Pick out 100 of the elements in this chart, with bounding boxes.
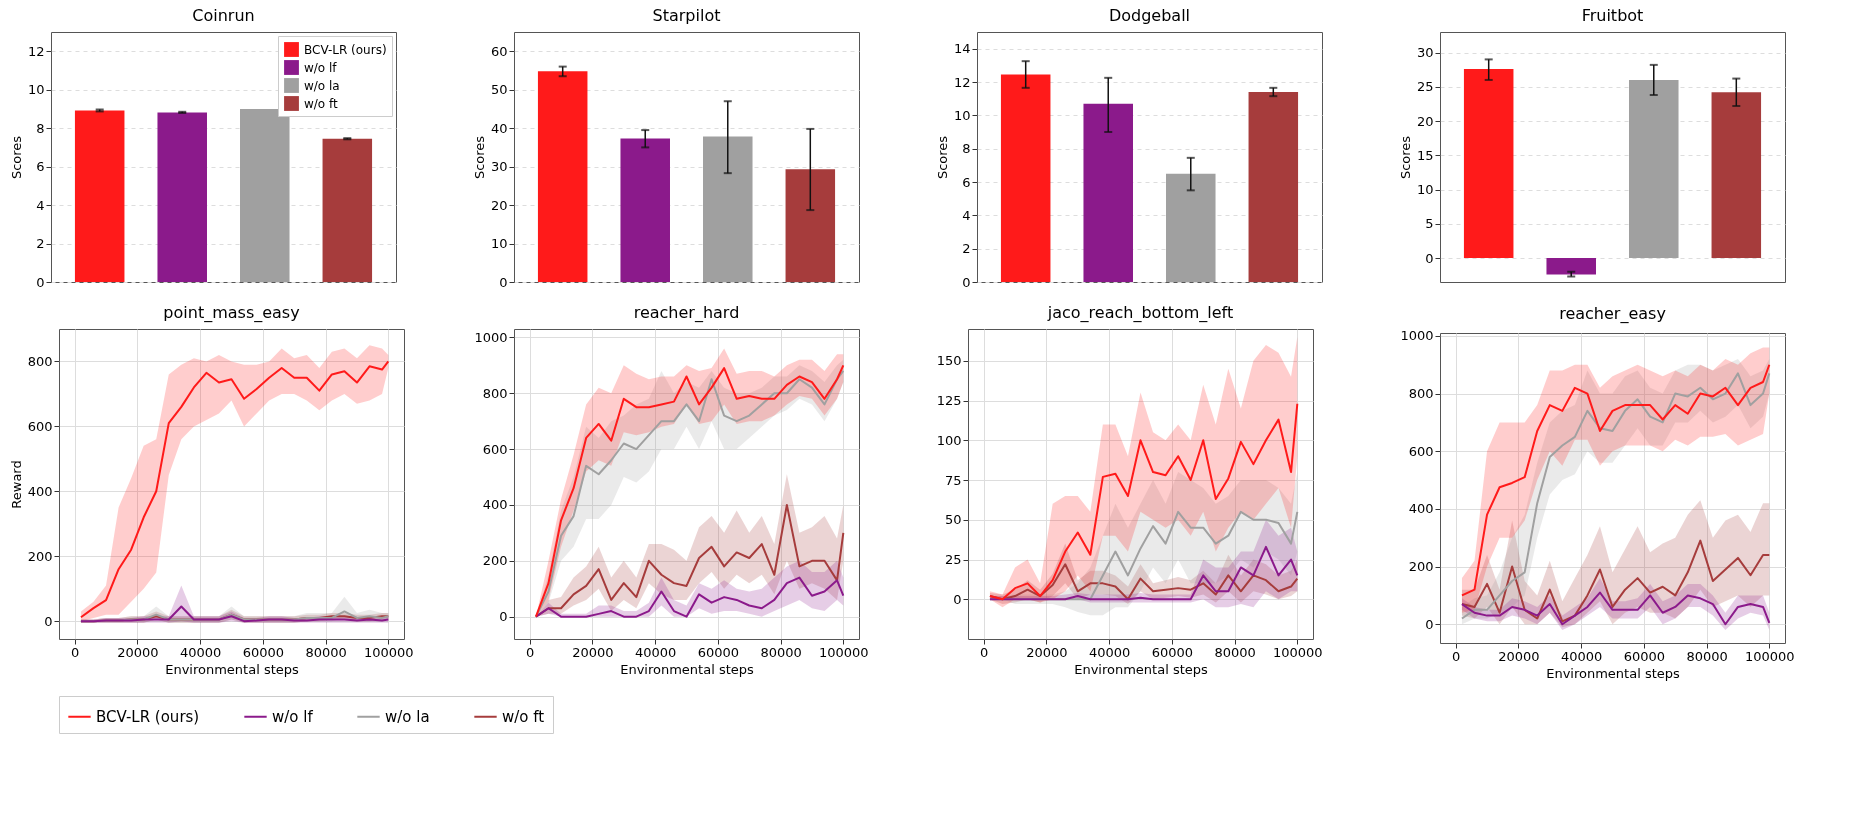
y-tick-label: 125 [936,393,962,409]
legend-label: BCV-LR (ours) [96,707,200,726]
y-tick-label: 12 [27,43,45,59]
y-tick-label: 800 [27,353,53,369]
y-tick-label: 4 [962,207,971,223]
y-tick-label: 2 [962,241,971,257]
y-axis-title: Scores [471,135,487,180]
y-tick-label: 15 [1416,147,1434,163]
x-tick-label: 60000 [1151,644,1194,660]
y-tick-label: 0 [499,274,508,290]
y-tick-label: 50 [490,82,508,98]
chart-title: Starpilot [652,6,721,25]
y-tick-label: 60 [490,43,508,59]
chart-title: Fruitbot [1581,6,1644,25]
line-series [988,402,1299,601]
x-tick-label: 100000 [819,644,869,660]
x-tick-label: 80000 [760,644,802,660]
x-tick-label: 100000 [1745,648,1795,664]
y-axis-title: Scores [8,135,24,180]
x-axis-title: Environmental steps [165,661,300,677]
y-tick-label: 50 [944,512,962,528]
y-tick-label: 0 [44,613,53,629]
y-tick-label: 25 [944,552,962,568]
y-tick-label: 0 [953,591,962,607]
bar [1083,103,1133,282]
x-axis-title: Environmental steps [1074,661,1209,677]
bar [1629,79,1679,259]
y-tick-label: 0 [1425,616,1434,632]
x-axis-title: Environmental steps [1546,665,1681,681]
y-tick-label: 400 [27,483,53,499]
y-tick-label: 200 [482,553,508,569]
bar [785,169,836,282]
bar [1248,92,1299,282]
y-tick-label: 800 [1408,386,1434,402]
legend-label: w/o lf [304,60,338,75]
line-series [1460,591,1771,626]
y-tick-label: 0 [1425,250,1434,266]
bar [537,71,588,282]
y-tick-label: 400 [1408,501,1434,517]
y-tick-label: 1000 [1400,328,1434,344]
y-tick-label: 10 [27,82,45,98]
y-tick-label: 10 [1416,182,1434,198]
chart-title: Coinrun [192,6,255,25]
legend-label: BCV-LR (ours) [304,42,387,57]
x-tick-label: 20000 [1026,644,1068,660]
y-axis-title: Scores [934,135,950,180]
y-tick-label: 800 [482,385,508,401]
chart-title: Dodgeball [1108,6,1191,25]
y-tick-label: 100 [936,432,962,448]
bar [322,138,373,282]
y-tick-label: 6 [962,174,971,190]
y-tick-label: 30 [1416,45,1434,61]
y-tick-label: 4 [36,197,45,213]
y-tick-label: 12 [953,74,971,90]
y-tick-label: 600 [482,441,508,457]
bar [1546,258,1596,275]
y-tick-label: 0 [962,274,971,290]
y-tick-label: 10 [953,107,971,123]
x-tick-label: 20000 [572,644,614,660]
line-series [1460,539,1771,623]
x-tick-label: 100000 [1273,644,1323,660]
y-tick-label: 200 [27,548,53,564]
chart-title: reacher_easy [1559,303,1666,324]
x-axis-title: Environmental steps [620,661,755,677]
y-tick-label: 2 [36,236,45,252]
y-tick-label: 8 [36,120,45,136]
x-tick-label: 0 [526,644,535,660]
chart-title: jaco_reach_bottom_left [1046,303,1234,323]
y-tick-label: 600 [1408,443,1434,459]
y-tick-label: 0 [36,274,45,290]
y-tick-label: 8 [962,141,971,157]
line-series [534,576,845,618]
x-tick-label: 40000 [179,644,222,660]
bar [703,136,753,282]
y-tick-label: 40 [490,120,508,136]
legend-label: w/o la [385,707,430,726]
legend-label: w/o ft [304,96,339,111]
y-tick-label: 6 [36,159,45,175]
line-series [79,605,390,623]
bar [240,108,290,282]
bar [1166,173,1216,282]
y-tick-label: 150 [936,353,962,369]
x-tick-label: 80000 [1686,648,1728,664]
y-tick-label: 25 [1416,79,1434,95]
y-tick-label: 30 [490,159,508,175]
x-tick-label: 60000 [242,644,285,660]
bar [1711,92,1762,259]
x-tick-label: 40000 [1560,648,1603,664]
y-axis-title: Scores [1397,135,1413,180]
y-tick-label: 20 [1416,113,1434,129]
x-tick-label: 60000 [697,644,740,660]
y-tick-label: 200 [1408,559,1434,575]
legend-label: w/o ft [502,707,545,726]
chart-title: point_mass_easy [163,303,300,323]
y-tick-label: 600 [27,418,53,434]
x-tick-label: 0 [980,644,989,660]
y-tick-label: 10 [490,236,508,252]
x-tick-label: 80000 [1214,644,1256,660]
x-tick-label: 0 [1452,648,1461,664]
y-tick-label: 0 [499,609,508,625]
